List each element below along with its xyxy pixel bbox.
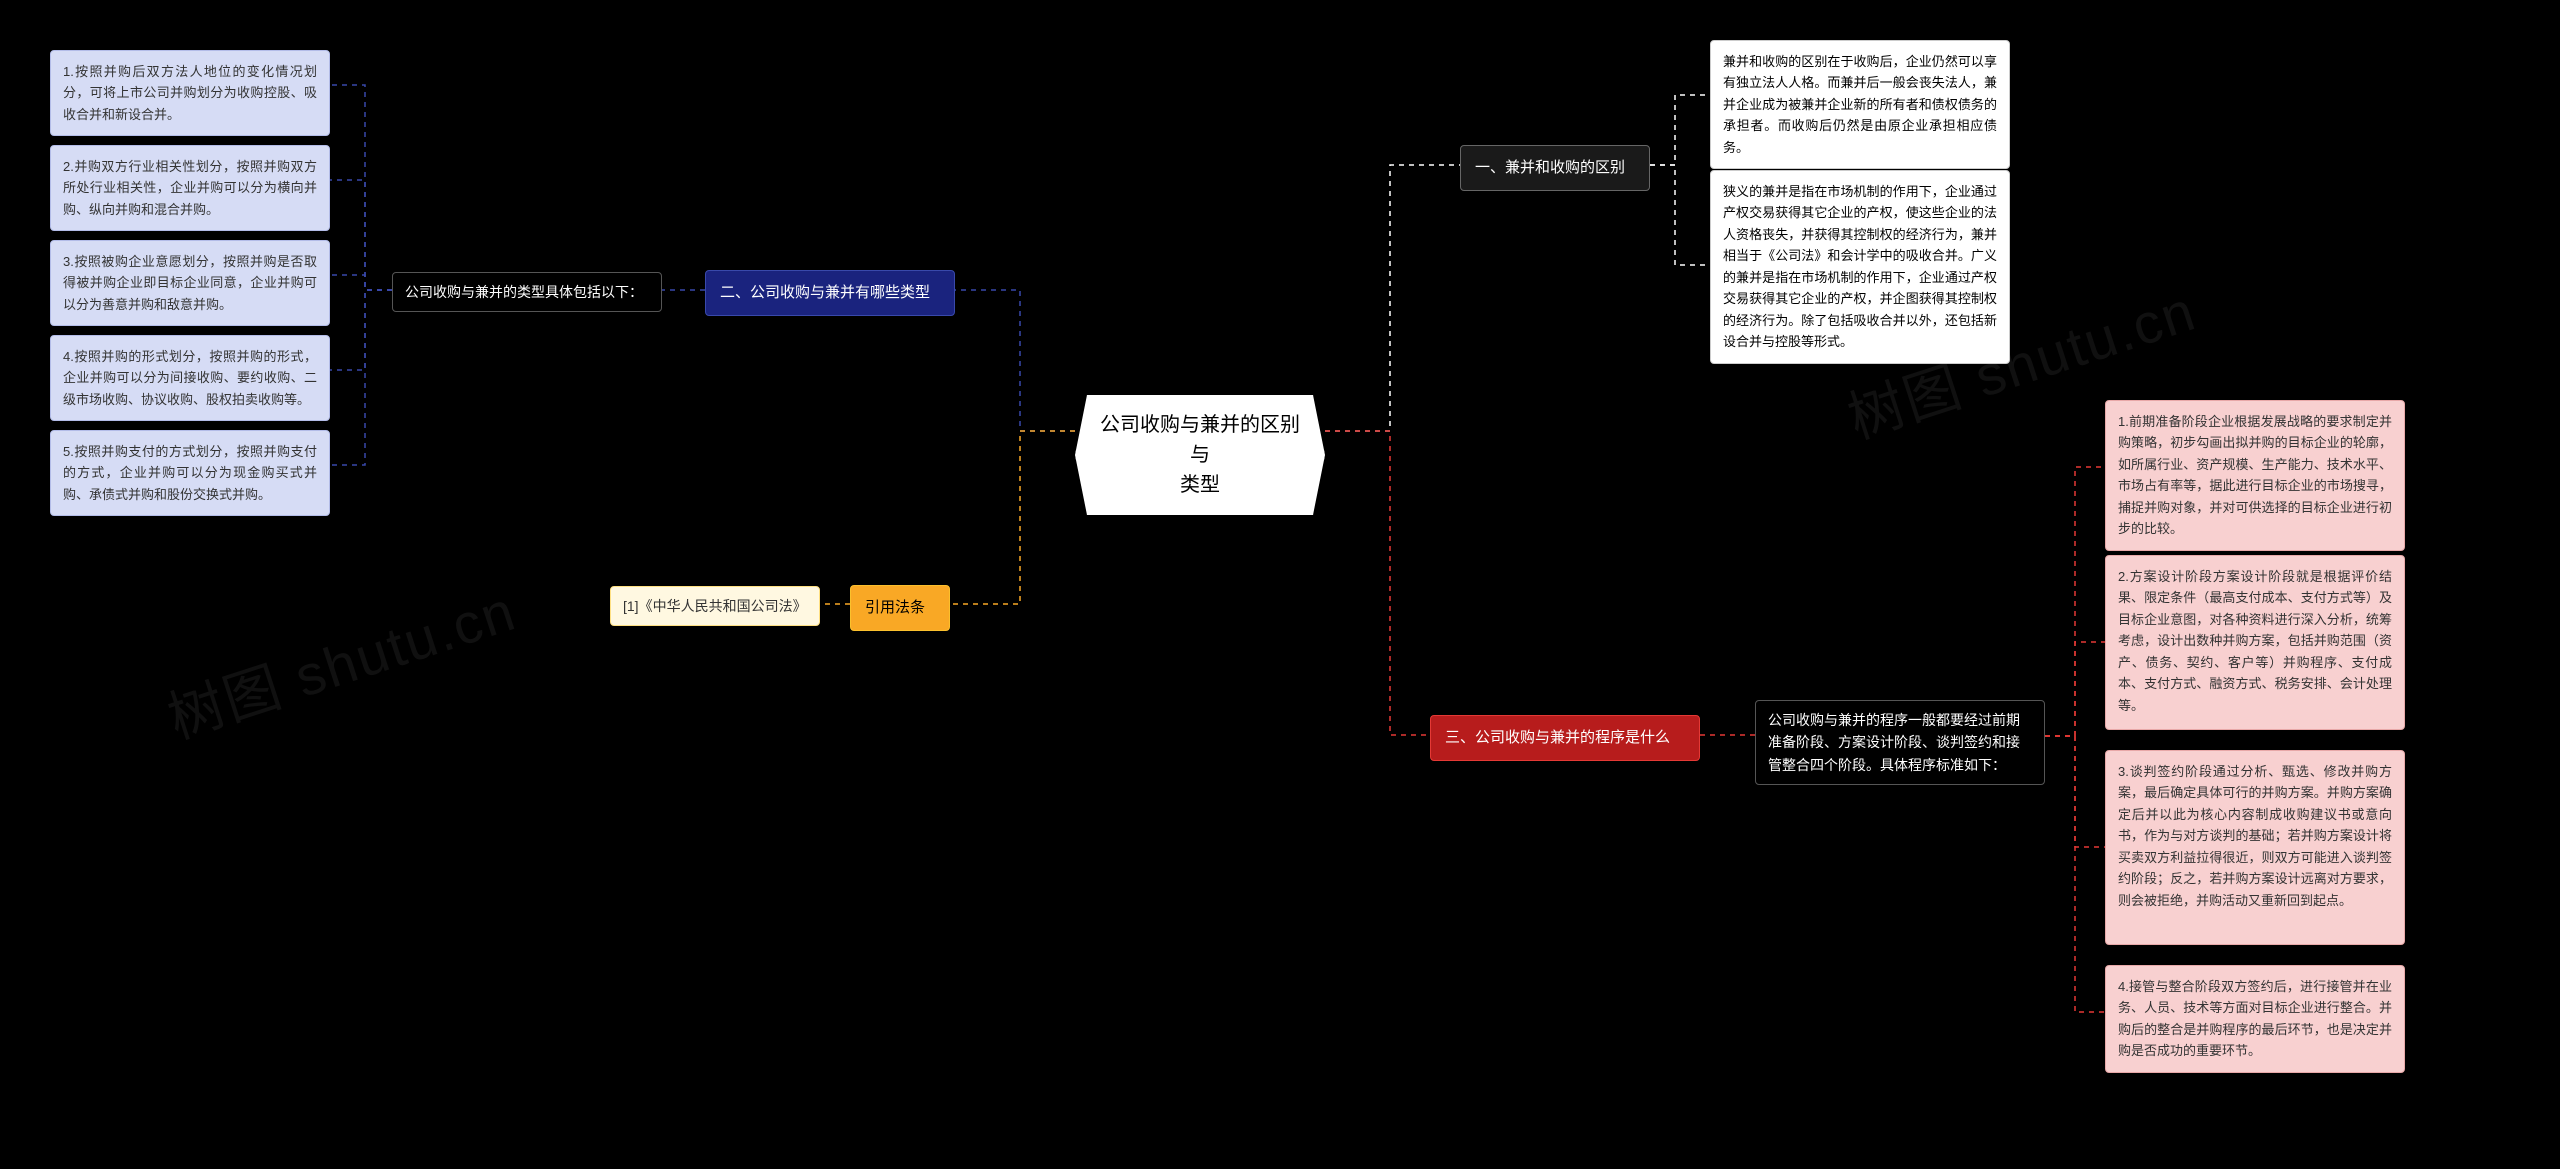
branch-4-sub: [1]《中华人民共和国公司法》 — [610, 586, 820, 626]
b3-leaf-2: 2.方案设计阶段方案设计阶段就是根据评价结果、限定条件（最高支付成本、支付方式等… — [2105, 555, 2405, 730]
b3-leaf-1: 1.前期准备阶段企业根据发展战略的要求制定并购策略，初步勾画出拟并购的目标企业的… — [2105, 400, 2405, 551]
branch-3-sub: 公司收购与兼并的程序一般都要经过前期准备阶段、方案设计阶段、谈判签约和接管整合四… — [1755, 700, 2045, 785]
branch-2-sub: 公司收购与兼并的类型具体包括以下： — [392, 272, 662, 312]
branch-2-types: 二、公司收购与兼并有哪些类型 — [705, 270, 955, 316]
center-topic: 公司收购与兼并的区别与 类型 — [1075, 395, 1325, 515]
watermark: 树图 shutu.cn — [156, 566, 525, 755]
branch-4-law: 引用法条 — [850, 585, 950, 631]
b3-leaf-3: 3.谈判签约阶段通过分析、甄选、修改并购方案，最后确定具体可行的并购方案。并购方… — [2105, 750, 2405, 945]
b2-leaf-4: 4.按照并购的形式划分，按照并购的形式，企业并购可以分为间接收购、要约收购、二级… — [50, 335, 330, 421]
branch-3-procedure: 三、公司收购与兼并的程序是什么 — [1430, 715, 1700, 761]
branch-1-difference: 一、兼并和收购的区别 — [1460, 145, 1650, 191]
mindmap-canvas: 树图 shutu.cn 树图 shutu.cn 公司收购与兼并的区别 — [0, 0, 2560, 1169]
b2-leaf-1: 1.按照并购后双方法人地位的变化情况划分，可将上市公司并购划分为收购控股、吸收合… — [50, 50, 330, 136]
b3-leaf-4: 4.接管与整合阶段双方签约后，进行接管并在业务、人员、技术等方面对目标企业进行整… — [2105, 965, 2405, 1073]
b1-leaf-2: 狭义的兼并是指在市场机制的作用下，企业通过产权交易获得其它企业的产权，使这些企业… — [1710, 170, 2010, 364]
b2-leaf-2: 2.并购双方行业相关性划分，按照并购双方所处行业相关性，企业并购可以分为横向并购… — [50, 145, 330, 231]
b1-leaf-1: 兼并和收购的区别在于收购后，企业仍然可以享有独立法人人格。而兼并后一般会丧失法人… — [1710, 40, 2010, 169]
b2-leaf-3: 3.按照被购企业意愿划分，按照并购是否取得被并购企业即目标企业同意，企业并购可以… — [50, 240, 330, 326]
b2-leaf-5: 5.按照并购支付的方式划分，按照并购支付的方式，企业并购可以分为现金购买式并购、… — [50, 430, 330, 516]
